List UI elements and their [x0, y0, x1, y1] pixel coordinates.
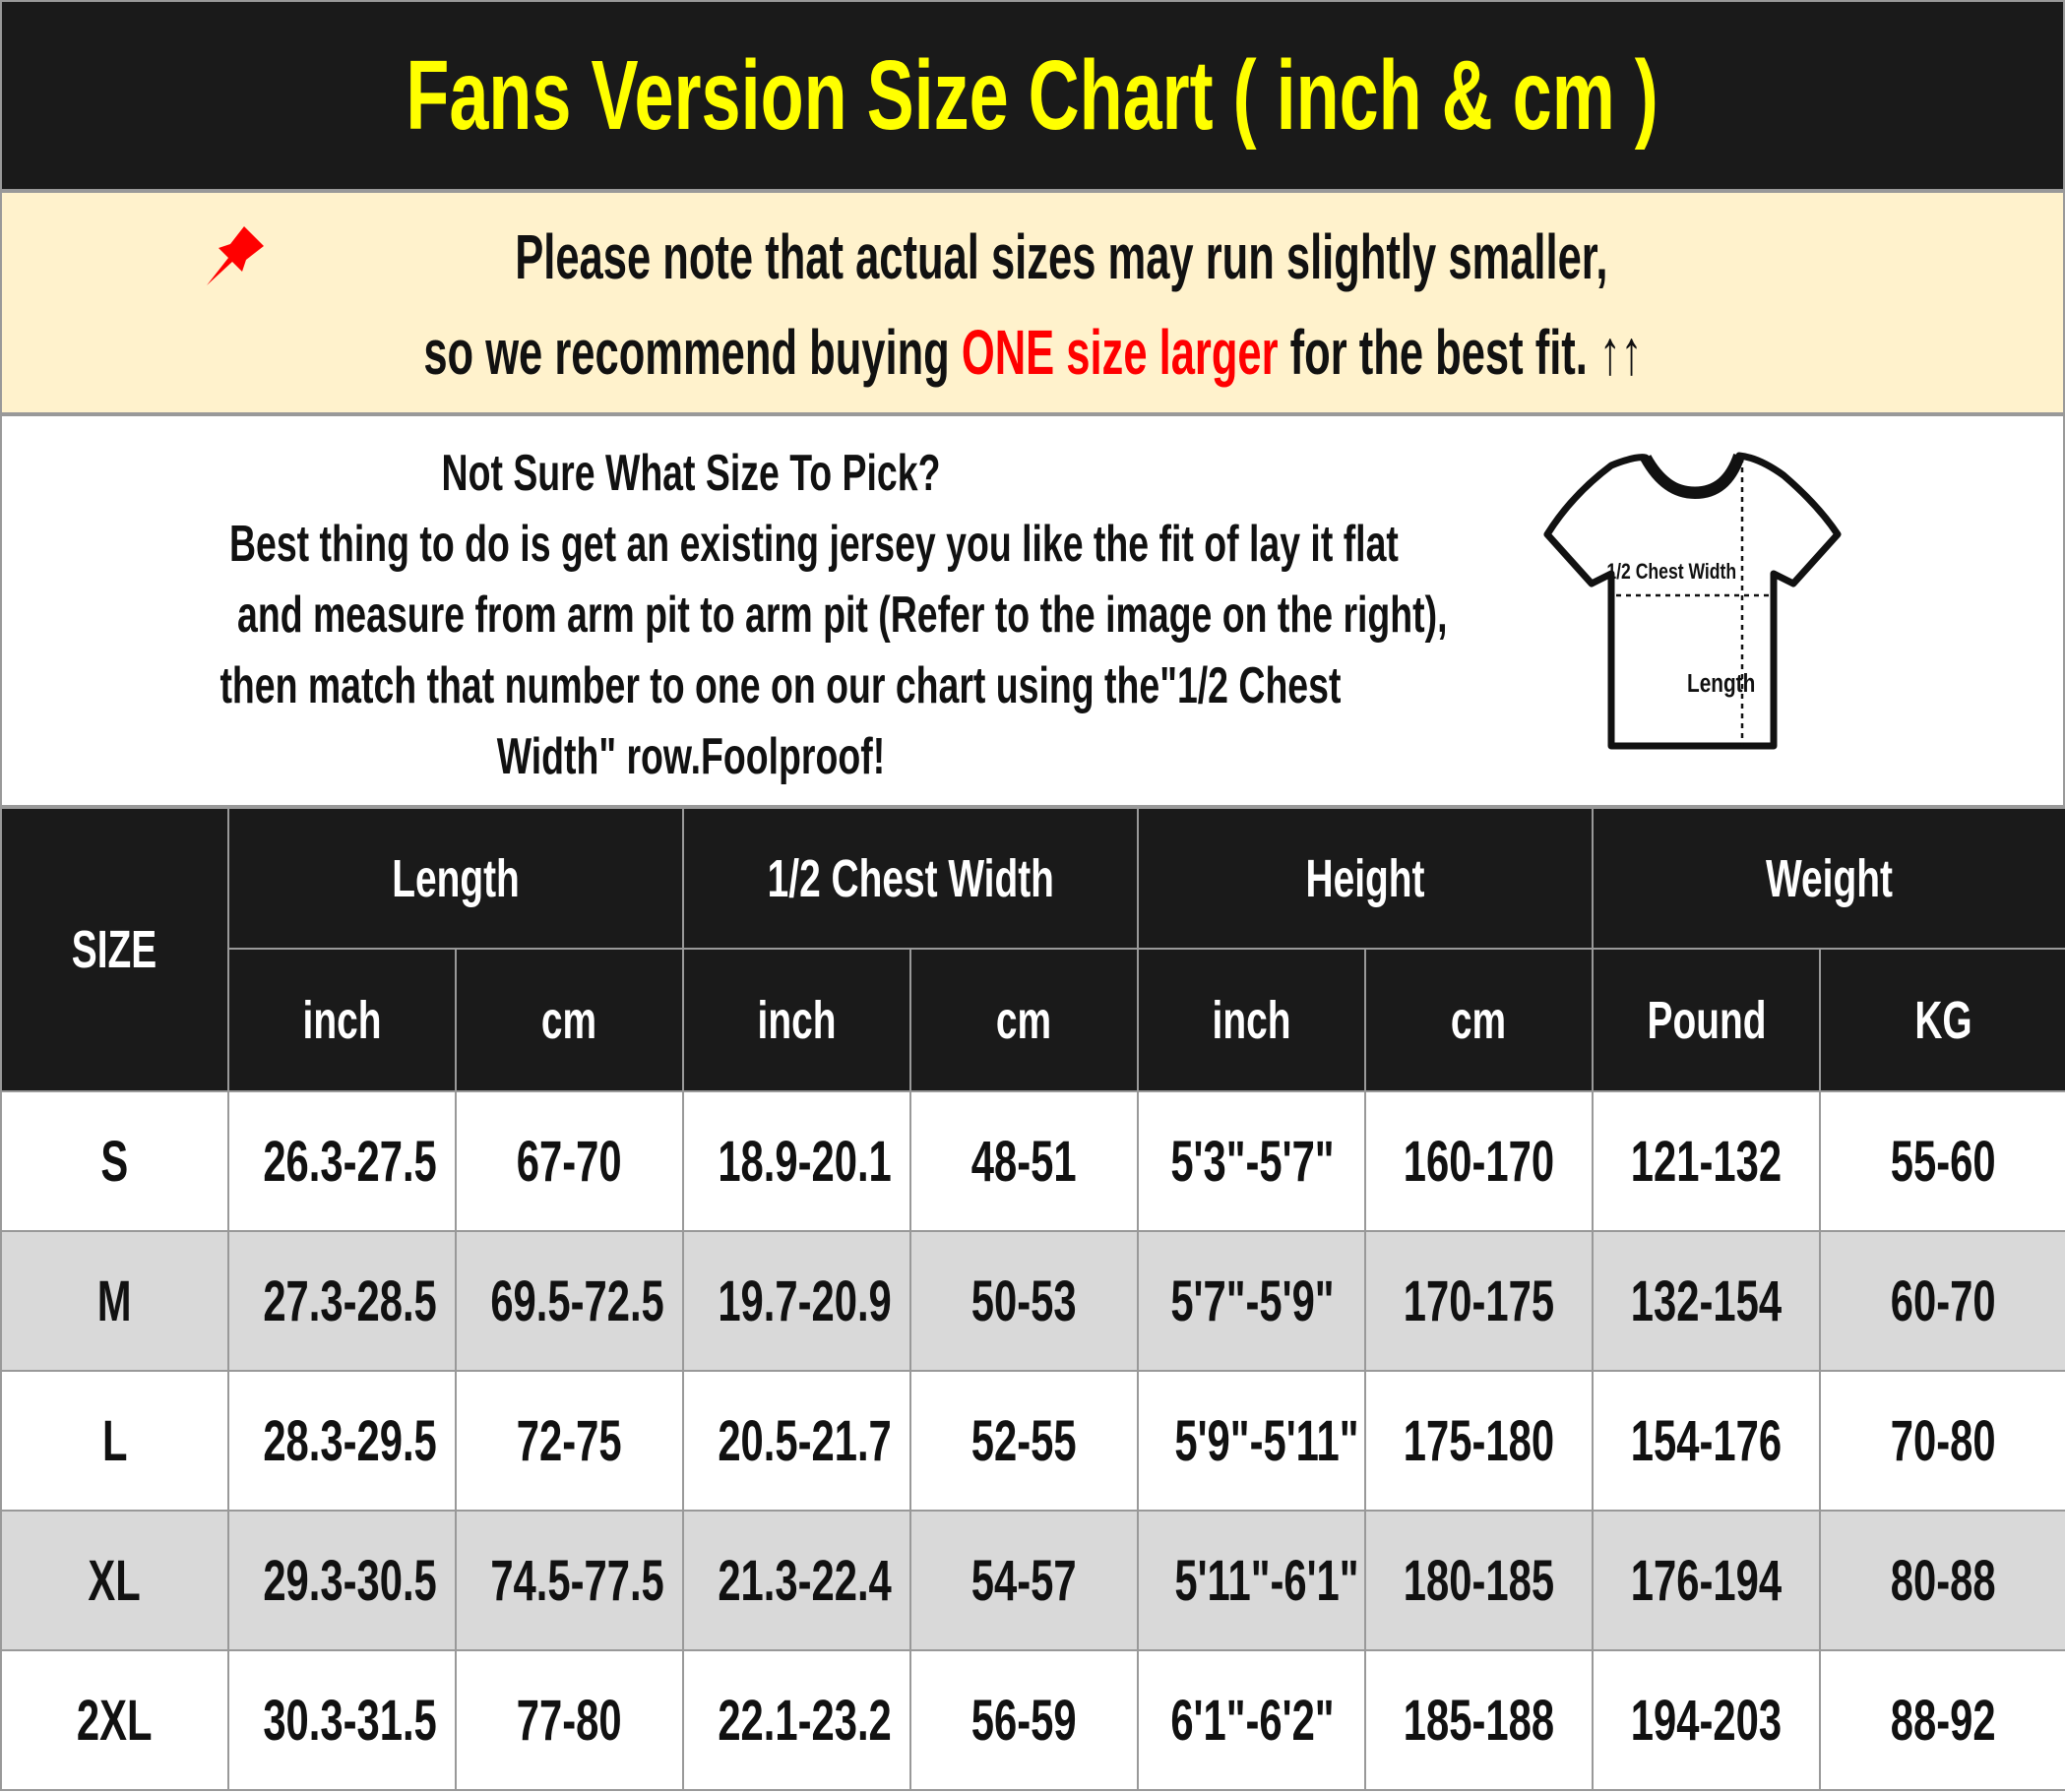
table-cell: 30.3-31.5	[227, 1649, 457, 1791]
chest-width-label: 1/2 Chest Width	[1606, 560, 1736, 584]
table-cell: 74.5-77.5	[455, 1510, 684, 1651]
table-cell: 180-185	[1364, 1510, 1594, 1651]
unit-header: inch	[227, 948, 457, 1092]
size-table: SIZE Length 1/2 Chest Width Height Weigh…	[0, 807, 2065, 1791]
size-note: Please note that actual sizes may run sl…	[0, 191, 2065, 414]
table-cell: 80-88	[1818, 1510, 2065, 1651]
table-row: XL 29.3-30.5 74.5-77.5 21.3-22.4 54-57 5'11"-…	[0, 1510, 2065, 1651]
table-cell: 132-154	[1592, 1230, 1821, 1372]
group-header: Length	[227, 807, 684, 950]
table-cell: 19.7-20.9	[682, 1230, 911, 1372]
table-cell: 88-92	[1818, 1649, 2065, 1791]
table-row: L 28.3-29.5 72-75 20.5-21.7 52-55 5'9"-5'11" 1…	[0, 1370, 2065, 1512]
note-highlight: ONE size larger	[961, 317, 1279, 388]
table-cell: 60-70	[1818, 1230, 2065, 1372]
table-cell: 176-194	[1592, 1510, 1821, 1651]
table-cell: 5'7"-5'9"	[1137, 1230, 1366, 1372]
measuring-guide: Not Sure What Size To Pick? Best thing t…	[0, 414, 2065, 807]
table-cell: 170-175	[1364, 1230, 1594, 1372]
table-cell: 22.1-23.2	[682, 1649, 911, 1791]
table-cell: 54-57	[909, 1510, 1139, 1651]
unit-header: Pound	[1592, 948, 1821, 1092]
table-cell: 52-55	[909, 1370, 1139, 1512]
table-cell: 194-203	[1592, 1649, 1821, 1791]
table-cell: 27.3-28.5	[227, 1230, 457, 1372]
size-cell: M	[0, 1230, 229, 1372]
table-cell: 28.3-29.5	[227, 1370, 457, 1512]
unit-header: inch	[1137, 948, 1366, 1092]
table-cell: 70-80	[1818, 1370, 2065, 1512]
unit-header: cm	[909, 948, 1139, 1092]
table-cell: 20.5-21.7	[682, 1370, 911, 1512]
table-row: 2XL 30.3-31.5 77-80 22.1-23.2 56-59 6'1"-6'2"…	[0, 1649, 2065, 1791]
table-cell: 55-60	[1818, 1090, 2065, 1232]
table-cell: 50-53	[909, 1230, 1139, 1372]
group-header: 1/2 Chest Width	[682, 807, 1139, 950]
unit-header: inch	[682, 948, 911, 1092]
length-label: Length	[1687, 669, 1755, 698]
table-cell: 72-75	[455, 1370, 684, 1512]
size-cell: S	[0, 1090, 229, 1232]
table-cell: 67-70	[455, 1090, 684, 1232]
table-cell: 77-80	[455, 1649, 684, 1791]
size-cell: L	[0, 1370, 229, 1512]
pushpin-icon	[201, 220, 270, 304]
title-banner: Fans Version Size Chart ( inch & cm )	[0, 0, 2065, 191]
table-cell: 29.3-30.5	[227, 1510, 457, 1651]
table-cell: 69.5-72.5	[455, 1230, 684, 1372]
size-cell: 2XL	[0, 1649, 229, 1791]
table-cell: 160-170	[1364, 1090, 1594, 1232]
guide-heading: Not Sure What Size To Pick?	[441, 445, 941, 502]
table-cell: 21.3-22.4	[682, 1510, 911, 1651]
table-cell: 5'11"-6'1"	[1137, 1510, 1366, 1651]
table-cell: 26.3-27.5	[227, 1090, 457, 1232]
table-cell: 5'9"-5'11"	[1137, 1370, 1366, 1512]
table-cell: 121-132	[1592, 1090, 1821, 1232]
table-cell: 5'3"-5'7"	[1137, 1090, 1366, 1232]
unit-header: cm	[1364, 948, 1594, 1092]
group-header: Height	[1137, 807, 1594, 950]
table-cell: 48-51	[909, 1090, 1139, 1232]
table-row: S 26.3-27.5 67-70 18.9-20.1 48-51 5'3"-5'7" 16…	[0, 1090, 2065, 1232]
tshirt-diagram-icon: 1/2 Chest Width Length	[1543, 452, 1842, 750]
table-cell: 56-59	[909, 1649, 1139, 1791]
table-cell: 154-176	[1592, 1370, 1821, 1512]
table-cell: 6'1"-6'2"	[1137, 1649, 1366, 1791]
page-title: Fans Version Size Chart ( inch & cm )	[406, 39, 1659, 151]
up-arrows-icon: ↑↑	[1598, 317, 1643, 388]
unit-header: KG	[1818, 948, 2065, 1092]
table-cell: 185-188	[1364, 1649, 1594, 1791]
table-cell: 18.9-20.1	[682, 1090, 911, 1232]
unit-header: cm	[455, 948, 684, 1092]
size-cell: XL	[0, 1510, 229, 1651]
table-cell: 175-180	[1364, 1370, 1594, 1512]
size-header: SIZE	[0, 807, 229, 1092]
group-header: Weight	[1591, 807, 2065, 950]
table-row: M 27.3-28.5 69.5-72.5 19.7-20.9 50-53 5'7"-5'…	[0, 1230, 2065, 1372]
